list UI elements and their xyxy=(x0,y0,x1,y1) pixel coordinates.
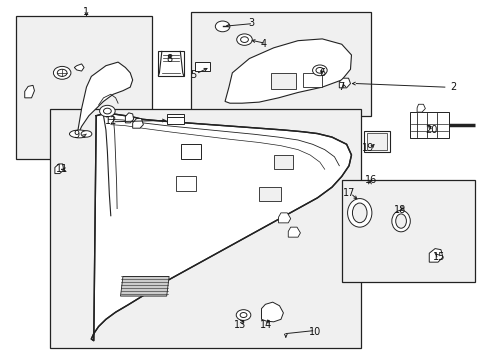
Bar xyxy=(16,16,152,158)
Text: 6: 6 xyxy=(319,68,325,78)
Polygon shape xyxy=(77,62,132,137)
Polygon shape xyxy=(428,249,442,262)
Circle shape xyxy=(100,105,115,117)
Polygon shape xyxy=(55,164,63,174)
Text: 1: 1 xyxy=(83,7,89,17)
Bar xyxy=(271,73,295,89)
Ellipse shape xyxy=(391,210,409,232)
Text: 13: 13 xyxy=(233,320,245,330)
Bar xyxy=(302,73,322,87)
Text: 12: 12 xyxy=(104,116,117,126)
Text: 5: 5 xyxy=(190,69,196,80)
Circle shape xyxy=(240,37,248,42)
Ellipse shape xyxy=(347,199,371,227)
Bar xyxy=(191,12,370,116)
Circle shape xyxy=(312,65,326,76)
Circle shape xyxy=(240,312,246,318)
Text: 14: 14 xyxy=(260,320,272,330)
Text: 7: 7 xyxy=(338,82,344,92)
Circle shape xyxy=(236,34,252,45)
Polygon shape xyxy=(224,39,351,103)
Ellipse shape xyxy=(69,130,89,138)
Text: 17: 17 xyxy=(342,188,354,198)
Text: 9: 9 xyxy=(74,130,80,140)
Bar xyxy=(181,144,201,158)
Circle shape xyxy=(53,66,71,79)
Circle shape xyxy=(57,69,67,76)
Text: 2: 2 xyxy=(449,82,456,92)
Circle shape xyxy=(103,108,111,114)
Polygon shape xyxy=(287,227,300,237)
Circle shape xyxy=(236,310,250,320)
Polygon shape xyxy=(120,276,169,296)
Polygon shape xyxy=(91,114,351,341)
Bar xyxy=(50,109,361,348)
Text: 11: 11 xyxy=(56,164,68,174)
Bar xyxy=(259,187,281,202)
Polygon shape xyxy=(132,118,143,128)
Bar xyxy=(176,176,196,191)
Circle shape xyxy=(315,67,323,73)
Text: 15: 15 xyxy=(432,252,444,262)
Ellipse shape xyxy=(395,214,406,228)
Bar xyxy=(273,155,292,169)
Text: 19: 19 xyxy=(362,143,374,153)
Bar xyxy=(166,117,183,123)
Bar xyxy=(195,62,210,71)
Polygon shape xyxy=(416,104,425,112)
Text: 10: 10 xyxy=(308,327,321,337)
Bar xyxy=(166,114,183,123)
Text: 3: 3 xyxy=(248,18,254,28)
Text: 18: 18 xyxy=(393,205,406,215)
Text: 20: 20 xyxy=(425,125,437,135)
Bar xyxy=(409,112,448,138)
Polygon shape xyxy=(339,78,350,88)
Ellipse shape xyxy=(81,131,92,137)
Ellipse shape xyxy=(352,203,366,223)
Bar xyxy=(341,180,474,282)
Text: 16: 16 xyxy=(364,175,376,185)
Polygon shape xyxy=(125,113,133,123)
Polygon shape xyxy=(278,213,290,223)
Polygon shape xyxy=(74,64,84,71)
Polygon shape xyxy=(25,85,34,98)
Polygon shape xyxy=(261,302,283,322)
Bar xyxy=(363,131,389,152)
Circle shape xyxy=(215,21,229,32)
Text: 4: 4 xyxy=(261,39,266,49)
Bar xyxy=(366,133,386,150)
Text: 8: 8 xyxy=(166,54,172,64)
Bar xyxy=(158,51,183,76)
